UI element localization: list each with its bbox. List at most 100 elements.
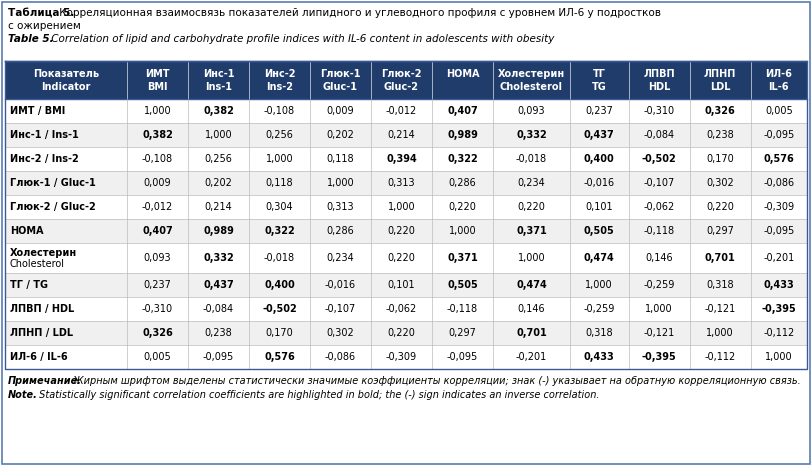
Text: -0,395: -0,395 <box>761 304 795 314</box>
Text: 0,989: 0,989 <box>203 226 234 236</box>
Text: ИМТ / BMI: ИМТ / BMI <box>10 106 65 116</box>
Text: 0,318: 0,318 <box>585 328 612 338</box>
Text: TG: TG <box>591 82 606 92</box>
Text: HOMA: HOMA <box>445 69 478 79</box>
Text: -0,086: -0,086 <box>762 178 793 188</box>
Bar <box>5 345 806 369</box>
Text: 0,118: 0,118 <box>326 154 354 164</box>
Text: 0,220: 0,220 <box>448 202 476 212</box>
Bar <box>5 243 806 273</box>
Text: -0,062: -0,062 <box>385 304 417 314</box>
Text: 0,701: 0,701 <box>515 328 546 338</box>
Text: -0,310: -0,310 <box>642 106 674 116</box>
Bar <box>5 99 806 123</box>
Text: 0,576: 0,576 <box>762 154 793 164</box>
Text: 1,000: 1,000 <box>448 226 476 236</box>
Text: 1,000: 1,000 <box>517 253 544 263</box>
Bar <box>5 273 806 297</box>
Text: Cholesterol: Cholesterol <box>500 82 562 92</box>
Text: IL-6: IL-6 <box>767 82 788 92</box>
Text: -0,095: -0,095 <box>762 226 793 236</box>
Text: Холестерин: Холестерин <box>497 69 564 79</box>
Bar <box>5 195 806 219</box>
Text: -0,112: -0,112 <box>703 352 735 362</box>
Text: 0,313: 0,313 <box>387 178 414 188</box>
Text: -0,502: -0,502 <box>641 154 676 164</box>
Text: 0,146: 0,146 <box>645 253 672 263</box>
Text: -0,108: -0,108 <box>142 154 173 164</box>
Text: 0,400: 0,400 <box>264 280 294 290</box>
Text: -0,107: -0,107 <box>324 304 356 314</box>
Text: Глюк-2: Глюк-2 <box>380 69 421 79</box>
Text: 0,433: 0,433 <box>762 280 793 290</box>
Text: 0,407: 0,407 <box>447 106 477 116</box>
Text: Инс-1: Инс-1 <box>203 69 234 79</box>
Bar <box>5 321 806 345</box>
Bar <box>5 147 806 171</box>
Text: ЛПНП / LDL: ЛПНП / LDL <box>10 328 73 338</box>
Text: Инс-2: Инс-2 <box>264 69 295 79</box>
Text: 0,234: 0,234 <box>326 253 354 263</box>
Text: 0,322: 0,322 <box>447 154 477 164</box>
Text: -0,502: -0,502 <box>262 304 297 314</box>
Text: 1,000: 1,000 <box>326 178 354 188</box>
Text: 0,474: 0,474 <box>583 253 614 263</box>
Text: 0,302: 0,302 <box>326 328 354 338</box>
Text: 0,313: 0,313 <box>326 202 354 212</box>
Text: 0,437: 0,437 <box>583 130 614 140</box>
Text: -0,201: -0,201 <box>515 352 547 362</box>
Text: 0,701: 0,701 <box>704 253 735 263</box>
Text: 0,237: 0,237 <box>585 106 612 116</box>
Text: 0,505: 0,505 <box>447 280 477 290</box>
Text: 0,005: 0,005 <box>764 106 792 116</box>
Text: -0,201: -0,201 <box>762 253 793 263</box>
Text: 1,000: 1,000 <box>204 130 232 140</box>
Text: Глюк-1: Глюк-1 <box>320 69 360 79</box>
Text: 1,000: 1,000 <box>706 328 733 338</box>
Text: ТГ: ТГ <box>592 69 605 79</box>
Text: 0,332: 0,332 <box>515 130 546 140</box>
Text: ЛПНП: ЛПНП <box>703 69 736 79</box>
Text: 0,371: 0,371 <box>515 226 546 236</box>
Text: 0,220: 0,220 <box>706 202 733 212</box>
Text: Примечание.: Примечание. <box>8 376 82 386</box>
Text: ЛПВП / HDL: ЛПВП / HDL <box>10 304 74 314</box>
Text: LDL: LDL <box>709 82 729 92</box>
Text: -0,107: -0,107 <box>642 178 674 188</box>
Text: 0,332: 0,332 <box>203 253 234 263</box>
Text: -0,016: -0,016 <box>324 280 355 290</box>
Text: -0,112: -0,112 <box>762 328 793 338</box>
Text: 0,304: 0,304 <box>265 202 293 212</box>
Text: HOMA: HOMA <box>10 226 44 236</box>
Text: 0,101: 0,101 <box>585 202 612 212</box>
Text: -0,108: -0,108 <box>264 106 294 116</box>
Text: 0,326: 0,326 <box>142 328 173 338</box>
Text: 0,170: 0,170 <box>706 154 733 164</box>
Text: Корреляционная взаимосвязь показателей липидного и углеводного профиля с уровнем: Корреляционная взаимосвязь показателей л… <box>56 8 660 18</box>
Text: Table 5.: Table 5. <box>8 34 54 44</box>
Text: -0,309: -0,309 <box>385 352 417 362</box>
Text: -0,084: -0,084 <box>642 130 674 140</box>
Text: 0,238: 0,238 <box>706 130 733 140</box>
Text: Показатель: Показатель <box>33 69 99 79</box>
Text: 0,234: 0,234 <box>517 178 545 188</box>
Text: Инс-1 / Ins-1: Инс-1 / Ins-1 <box>10 130 79 140</box>
Text: Таблица 5.: Таблица 5. <box>8 8 75 18</box>
Text: 0,382: 0,382 <box>203 106 234 116</box>
Text: ИЛ-6 / IL-6: ИЛ-6 / IL-6 <box>10 352 67 362</box>
Text: 0,009: 0,009 <box>144 178 171 188</box>
Text: -0,121: -0,121 <box>703 304 735 314</box>
Text: Ins-2: Ins-2 <box>266 82 293 92</box>
Text: Холестерин: Холестерин <box>10 248 77 258</box>
Text: ИМТ: ИМТ <box>145 69 169 79</box>
Text: 1,000: 1,000 <box>585 280 612 290</box>
Text: 0,005: 0,005 <box>144 352 171 362</box>
Text: 0,318: 0,318 <box>706 280 733 290</box>
Text: 0,286: 0,286 <box>448 178 476 188</box>
Text: Statistically significant correlation coefficients are highlighted in bold; the : Statistically significant correlation co… <box>36 390 599 400</box>
Text: 0,214: 0,214 <box>387 130 415 140</box>
Text: Correlation of lipid and carbohydrate profile indices with IL-6 content in adole: Correlation of lipid and carbohydrate pr… <box>48 34 554 44</box>
Text: 0,286: 0,286 <box>326 226 354 236</box>
Bar <box>5 171 806 195</box>
Text: 0,326: 0,326 <box>704 106 735 116</box>
